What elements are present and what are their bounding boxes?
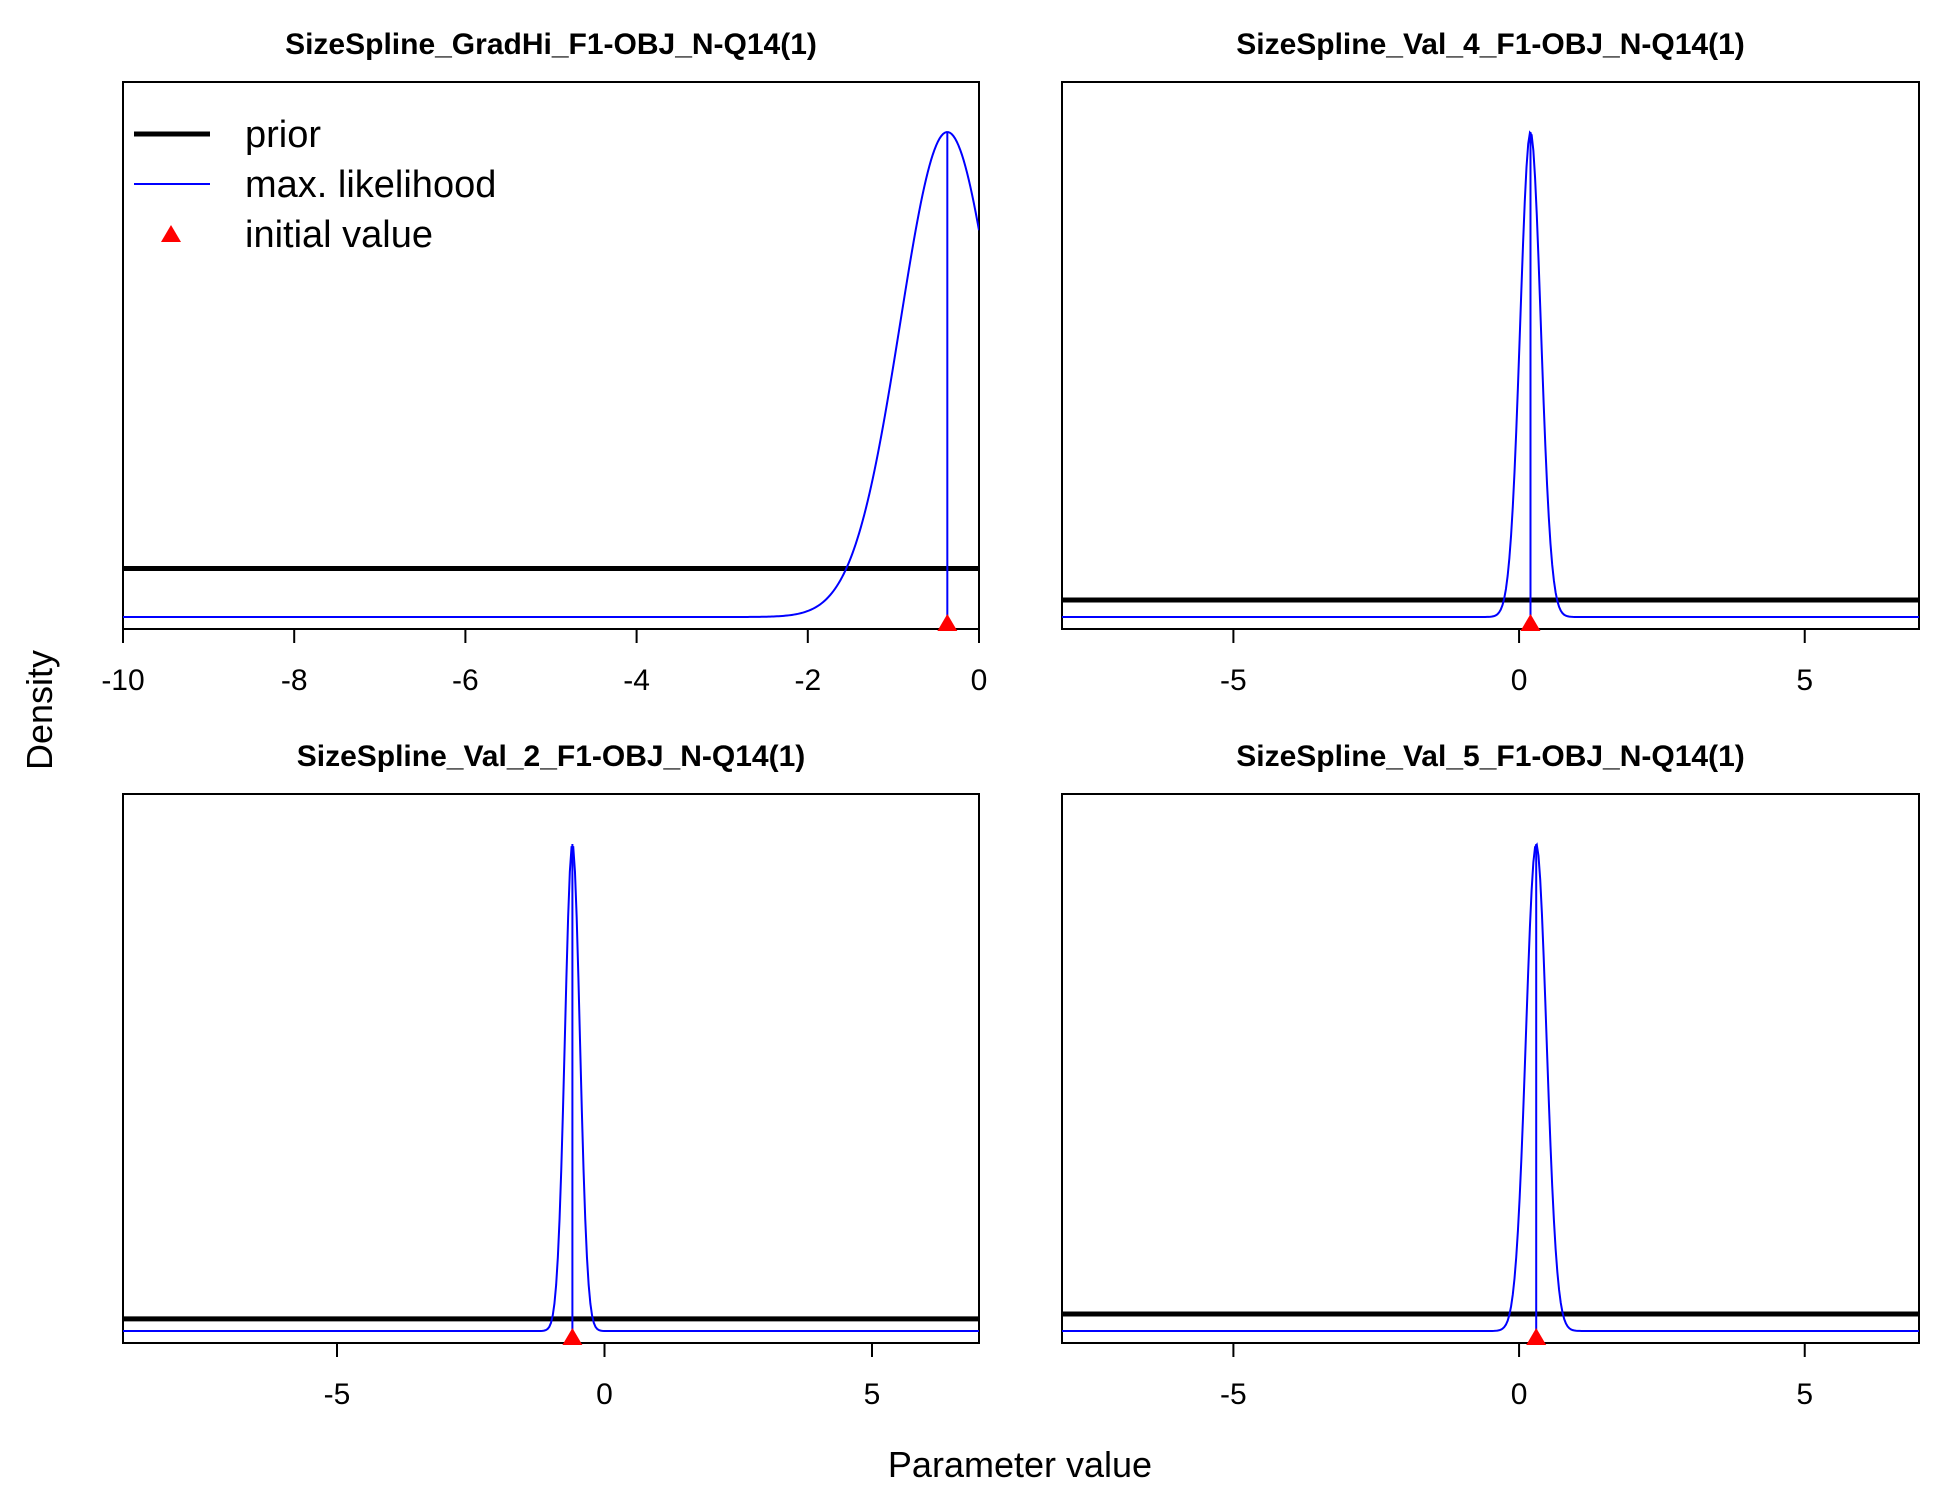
x-tick-label: -5 (324, 1378, 351, 1411)
chart-panel-2: SizeSpline_Val_4_F1-OBJ_N-Q14(1) -5 0 5 (1061, 28, 1920, 697)
x-tick-label: 0 (1511, 1378, 1528, 1411)
x-tick-label: -4 (623, 664, 650, 697)
x-tick-label: -2 (794, 664, 821, 697)
panel-title: SizeSpline_Val_2_F1-OBJ_N-Q14(1) (297, 740, 806, 773)
initial-value-marker (937, 614, 958, 631)
x-tick-label: -10 (101, 664, 144, 697)
likelihood-curve (1062, 130, 1919, 618)
likelihood-curve (123, 846, 979, 1332)
x-tick-label: 0 (971, 664, 988, 697)
initial-value-marker (562, 1328, 583, 1345)
initial-value-marker (1520, 614, 1541, 631)
x-tick-label: -5 (1220, 1378, 1247, 1411)
plot-frame (122, 793, 980, 1344)
chart-panel-3: SizeSpline_Val_2_F1-OBJ_N-Q14(1) -5 0 5 (122, 740, 980, 1411)
x-axis-title: Parameter value (888, 1444, 1152, 1485)
plot-frame (1061, 81, 1920, 630)
panel-title: SizeSpline_Val_4_F1-OBJ_N-Q14(1) (1236, 28, 1745, 61)
panel-title: SizeSpline_GradHi_F1-OBJ_N-Q14(1) (285, 28, 817, 61)
x-tick-label: -5 (1220, 664, 1247, 697)
likelihood-curve (123, 131, 979, 618)
plot-frame (1061, 793, 1920, 1344)
chart-panel-4: SizeSpline_Val_5_F1-OBJ_N-Q14(1) -5 0 5 (1061, 740, 1920, 1411)
x-tick-label: 5 (1796, 664, 1813, 697)
likelihood-curve (1062, 842, 1919, 1332)
plot-frame (122, 81, 980, 630)
x-tick-label: 0 (596, 1378, 613, 1411)
y-axis-title: Density (19, 650, 60, 770)
x-tick-label: 0 (1511, 664, 1528, 697)
legend: prior max. likelihood initial value (134, 114, 496, 256)
legend-triangle-icon (161, 225, 181, 242)
legend-label: max. likelihood (245, 164, 496, 206)
legend-label: prior (245, 114, 321, 156)
panel-title: SizeSpline_Val_5_F1-OBJ_N-Q14(1) (1236, 740, 1745, 773)
legend-label: initial value (245, 214, 433, 256)
chart-panel-1: SizeSpline_GradHi_F1-OBJ_N-Q14(1) -10 -8 -6… (101, 28, 987, 697)
x-tick-label: 5 (1796, 1378, 1813, 1411)
initial-value-marker (1526, 1328, 1547, 1345)
x-tick-label: -6 (452, 664, 479, 697)
x-tick-label: -8 (281, 664, 308, 697)
x-tick-label: 5 (864, 1378, 881, 1411)
